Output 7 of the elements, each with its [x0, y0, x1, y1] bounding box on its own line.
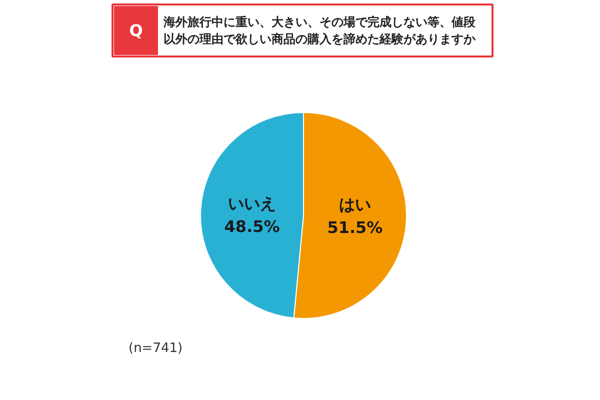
data-label: 51.5%	[327, 218, 383, 237]
chart-title: 海外旅行中に重い、大きい、その場で完成しない等、値段以外の理由で欲しい商品の購入を諦めた経験がありますか	[162, 15, 476, 46]
text: Q	[129, 21, 143, 40]
slice-label: いいえ	[228, 194, 276, 214]
slice-label: はい	[338, 195, 371, 214]
text: (n=741)	[128, 341, 183, 356]
data-label: 48.5%	[224, 216, 280, 236]
